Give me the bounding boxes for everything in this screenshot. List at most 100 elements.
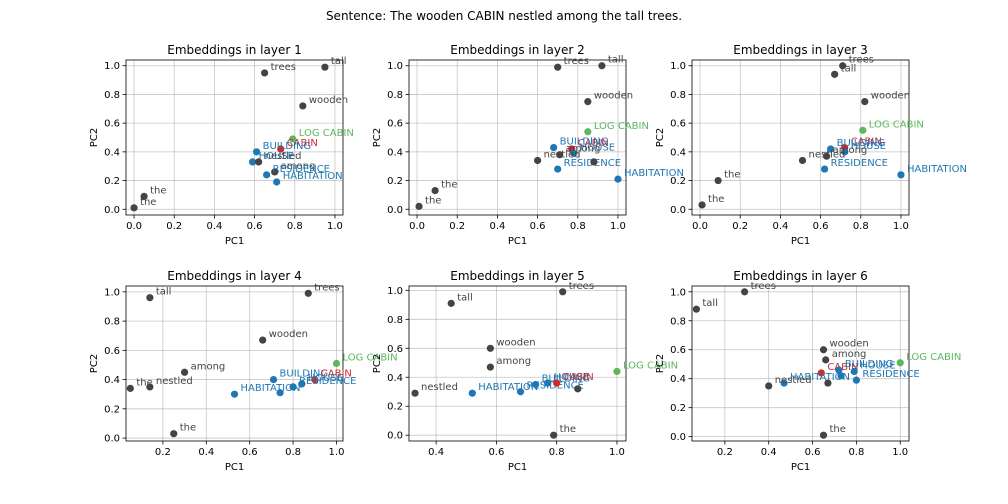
point-label: HOUSE [554, 372, 589, 383]
point-log-cabin [332, 359, 341, 368]
point-among [180, 368, 189, 376]
point-label: HABITATION [624, 168, 684, 179]
point-label: BUILDING [280, 369, 329, 380]
x-tick-label: 1.0 [893, 221, 909, 232]
point-label: trees [751, 281, 776, 292]
point-label: LOG CABIN [342, 353, 397, 364]
point-nestled [533, 156, 542, 165]
point-house [248, 158, 257, 166]
point-the [431, 187, 439, 195]
x-tick-label: 0.4 [761, 447, 777, 458]
point-among [823, 152, 831, 160]
point-label: BUILDING [845, 359, 894, 370]
point-habitation [780, 379, 788, 387]
point-label: tall [608, 55, 624, 66]
x-tick-label: 0.6 [530, 221, 546, 232]
y-axis-label: PC2 [372, 354, 383, 373]
y-tick-label: 0.4 [104, 147, 120, 158]
point-the [698, 201, 706, 209]
point-residence [554, 165, 562, 173]
point-unlabeled [590, 158, 598, 166]
point-building [835, 366, 843, 374]
point-label: RESIDENCE [299, 376, 356, 387]
point-habitation [614, 175, 622, 183]
point-label: among [281, 161, 316, 172]
point-house [841, 148, 849, 156]
point-label: LOG CABIN [594, 121, 649, 132]
y-tick-label: 0.6 [670, 345, 686, 356]
y-tick-label: 0.2 [670, 403, 686, 414]
point-unlabeled [276, 389, 284, 397]
y-tick-label: 0.2 [104, 404, 120, 415]
point-label: RESIDENCE [831, 158, 888, 169]
point-building [269, 375, 278, 384]
x-tick-label: 0.4 [489, 221, 505, 232]
point-label: CABIN [851, 137, 882, 148]
point-label: wooden [594, 91, 633, 102]
point-label: wooden [269, 329, 308, 340]
x-tick-label: 1.0 [329, 447, 345, 458]
x-axis-label: PC1 [791, 236, 810, 247]
point-label: wooden [309, 95, 348, 106]
y-tick-label: 0.0 [387, 205, 403, 216]
y-axis-label: PC2 [655, 354, 666, 373]
point-label: BUILDING [560, 137, 609, 148]
point-label: nestled [775, 375, 812, 386]
point-cabin [817, 369, 825, 377]
point-house [570, 149, 578, 157]
panel-layer-4: 0.2 0.4 0.6 0.8 1.0 0.0 0.2 0.4 0.6 0.8 1.0 Embeddi… [89, 269, 398, 473]
y-tick-label: 0.8 [387, 90, 403, 101]
point-label: tall [331, 56, 347, 67]
x-tick-label: 0.6 [247, 221, 263, 232]
sentence-title: Sentence: The wooden CABIN nestled among… [326, 9, 682, 23]
y-tick-label: 0.8 [104, 90, 120, 101]
axes-frame [408, 59, 627, 216]
point-nestled [411, 389, 419, 397]
y-axis-label: PC2 [89, 354, 100, 373]
point-wooden [299, 102, 307, 110]
point-label: LOG CABIN [869, 119, 924, 130]
point-wooden [819, 346, 828, 354]
point-label: among [832, 349, 867, 360]
point-label: HABITATION [241, 383, 301, 394]
point-label: among [191, 361, 226, 372]
y-axis-label: PC2 [89, 128, 100, 147]
point-label: trees [849, 55, 874, 66]
point-residence [263, 171, 271, 179]
point-the [550, 431, 558, 439]
point-nestled [798, 156, 807, 165]
x-tick-label: 0.8 [285, 447, 301, 458]
x-axis-label: PC1 [508, 236, 527, 247]
point-tall [692, 305, 700, 313]
point-among [271, 168, 279, 176]
point-trees [741, 288, 749, 296]
x-tick-label: 0.0 [126, 221, 142, 232]
point-label: wooden [496, 337, 535, 348]
point-label: the [724, 170, 740, 181]
point-label: among [833, 145, 868, 156]
point-among [556, 151, 564, 159]
point-trees [261, 69, 269, 77]
point-unlabeled [837, 372, 845, 380]
x-tick-label: 0.8 [549, 447, 565, 458]
panel-layer-2: 0.0 0.2 0.4 0.6 0.8 1.0 0.0 0.2 0.4 0.6 0.8 1.0 Embe… [372, 43, 684, 247]
panel-title: Embeddings in layer 3 [733, 43, 867, 57]
point-tall [598, 62, 606, 70]
point-habitation [273, 178, 281, 186]
point-label: tall [841, 63, 857, 74]
y-tick-label: 0.2 [387, 402, 403, 413]
point-label: HOUSE [851, 141, 886, 152]
point-log-cabin [584, 128, 592, 136]
point-label: the [136, 377, 152, 388]
panel-title: Embeddings in layer 5 [450, 269, 584, 283]
y-tick-label: 0.6 [670, 119, 686, 130]
point-nestled [255, 158, 263, 166]
y-tick-label: 0.8 [670, 90, 686, 101]
point-the [140, 192, 148, 200]
axes-frame [691, 285, 910, 442]
point-label: LOG CABIN [906, 352, 961, 363]
point-label: trees [271, 62, 296, 73]
point-building [253, 148, 261, 156]
point-among [822, 356, 830, 364]
panel-layer-1: 0.0 0.2 0.4 0.6 0.8 1.0 0.0 0.2 0.4 0.6 0.8 1.0 Embe… [89, 43, 354, 247]
